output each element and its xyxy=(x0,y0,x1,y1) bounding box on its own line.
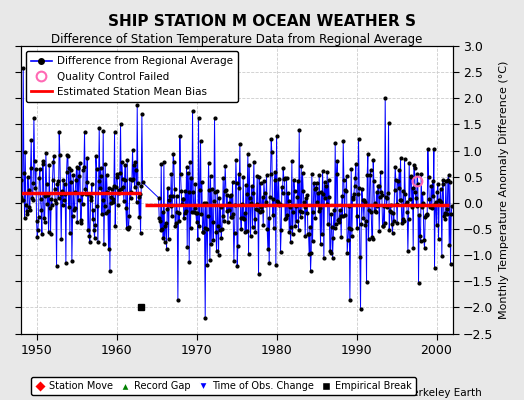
Y-axis label: Monthly Temperature Anomaly Difference (°C): Monthly Temperature Anomaly Difference (… xyxy=(499,61,509,319)
Title: Difference of Station Temperature Data from Regional Average: Difference of Station Temperature Data f… xyxy=(51,33,422,46)
Legend: Station Move, Record Gap, Time of Obs. Change, Empirical Break: Station Move, Record Gap, Time of Obs. C… xyxy=(31,377,416,395)
Legend: Difference from Regional Average, Quality Control Failed, Estimated Station Mean: Difference from Regional Average, Qualit… xyxy=(26,51,238,102)
Text: SHIP STATION M OCEAN WEATHER S: SHIP STATION M OCEAN WEATHER S xyxy=(108,14,416,29)
Text: Berkeley Earth: Berkeley Earth xyxy=(406,388,482,398)
